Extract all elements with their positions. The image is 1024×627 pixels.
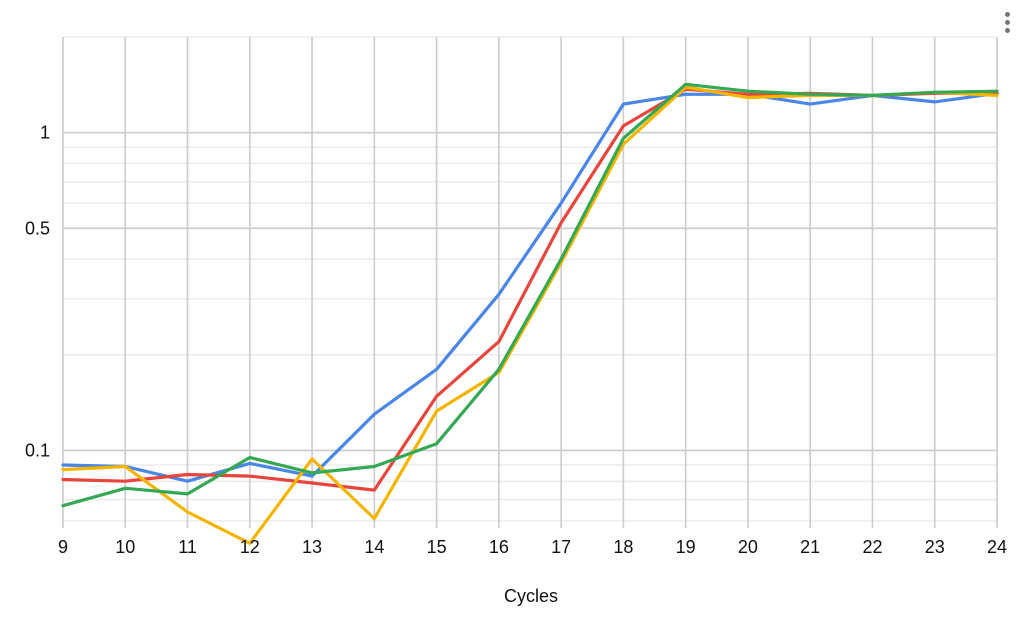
more-vert-icon-dot	[1004, 27, 1010, 33]
y-axis-ticks: 0.1 0.5 1	[25, 123, 50, 461]
series-line-1	[61, 91, 999, 483]
x-tick-label: 14	[364, 537, 384, 557]
x-axis-title: Cycles	[504, 586, 558, 606]
x-tick-label: 10	[115, 537, 135, 557]
x-tick-label: 15	[427, 537, 447, 557]
x-tick-label: 22	[862, 537, 882, 557]
more-vert-icon-dot	[1004, 19, 1010, 25]
x-tick-label: 16	[489, 537, 509, 557]
series-lines	[61, 82, 999, 545]
grid	[62, 36, 998, 528]
more-options-button[interactable]	[996, 6, 1018, 38]
x-axis-ticks: 9 10 11 12 13 14 15 16 17 18 19 20 21 22 23 24	[58, 537, 1007, 557]
x-tick-label: 20	[738, 537, 758, 557]
x-tick-label: 19	[676, 537, 696, 557]
y-tick-label: 0.1	[25, 440, 50, 460]
x-tick-label: 17	[551, 537, 571, 557]
x-tick-label: 9	[58, 537, 68, 557]
y-tick-label: 0.5	[25, 218, 50, 238]
x-tick-label: 18	[613, 537, 633, 557]
x-tick-label: 11	[178, 537, 197, 557]
x-tick-label: 21	[800, 537, 820, 557]
y-tick-label: 1	[40, 123, 50, 143]
x-tick-label: 13	[302, 537, 322, 557]
x-tick-label: 23	[925, 537, 945, 557]
series-line-2	[61, 87, 999, 492]
x-tick-label: 12	[240, 537, 260, 557]
series-line-4	[61, 82, 999, 508]
x-tick-label: 24	[987, 537, 1007, 557]
more-vert-icon	[1004, 11, 1010, 17]
